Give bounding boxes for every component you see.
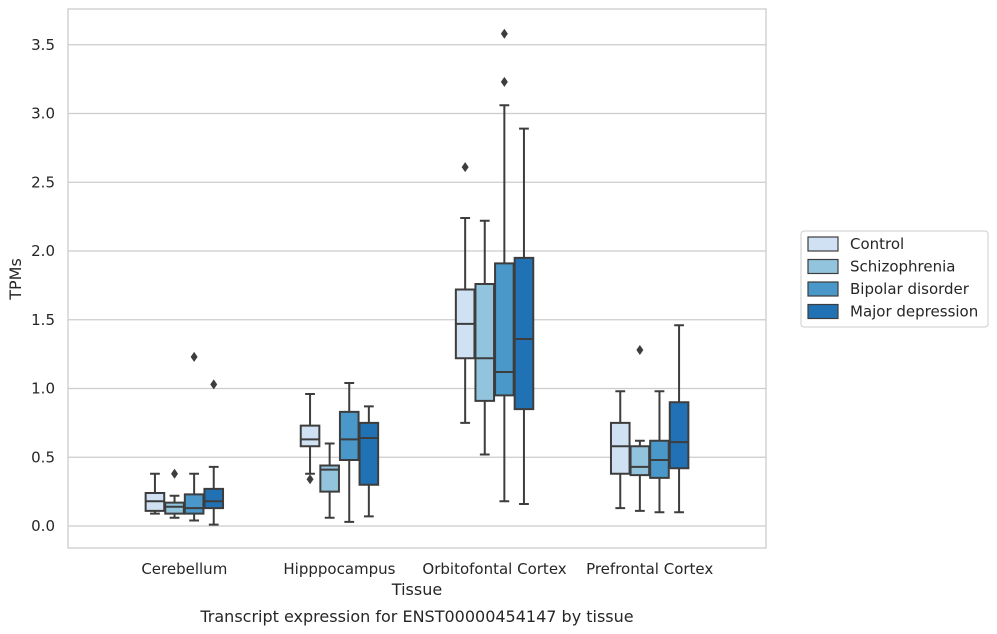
y-tick-labels: 0.0 0.5 1.0 1.5 2.0 2.5 3.0 3.5 <box>31 36 55 535</box>
box <box>513 256 535 411</box>
box <box>494 262 515 397</box>
box <box>609 421 631 475</box>
box-group <box>649 390 670 514</box>
box <box>164 501 185 515</box>
box-group <box>299 393 321 485</box>
plot-frame <box>67 8 767 549</box>
legend-label: Bipolar disorder <box>850 280 970 298</box>
outlier-point <box>500 28 508 39</box>
y-axis-label: TPMs <box>6 258 25 301</box>
y-tick-label: 3.5 <box>31 36 55 54</box>
box-group <box>629 345 651 512</box>
box <box>203 487 225 510</box>
y-tick-label: 1.5 <box>31 311 55 329</box>
box-group <box>164 468 185 519</box>
box <box>299 424 321 448</box>
legend-label: Major depression <box>850 303 978 321</box>
legend-swatch <box>807 236 839 252</box>
y-tick-label: 2.0 <box>31 242 55 260</box>
y-tick-label: 3.0 <box>31 105 55 123</box>
legend-frame <box>800 230 989 328</box>
box <box>319 464 340 493</box>
figure-caption: Transcript expression for ENST0000045414… <box>199 607 633 626</box>
x-tick-label: Orbitofontal Cortex <box>422 560 566 578</box>
box-group <box>358 405 380 518</box>
outlier-point <box>210 379 218 390</box>
y-tick-label: 1.0 <box>31 380 55 398</box>
box <box>474 283 496 402</box>
box-group <box>668 324 690 514</box>
x-tick-label: Hipppocampus <box>283 560 395 578</box>
box-group <box>494 28 515 503</box>
box-group <box>319 442 340 519</box>
outlier-point <box>306 474 314 485</box>
legend-label: Schizophrenia <box>850 258 955 276</box>
y-tick-label: 0.5 <box>31 448 55 466</box>
y-tick-label: 0.0 <box>31 517 55 535</box>
box <box>629 445 651 477</box>
x-tick-labels: Cerebellum Hipppocampus Orbitofontal Corte… <box>141 560 713 578</box>
legend-label: Control <box>850 235 904 253</box>
boxes <box>144 28 690 526</box>
y-tick-label: 2.5 <box>31 173 55 191</box>
outlier-point <box>190 351 198 362</box>
box-group <box>144 472 166 515</box>
legend-swatch <box>807 281 839 297</box>
legend: Control Schizophrenia Bipolar disorder Majo… <box>800 230 989 328</box>
box-group <box>203 379 225 526</box>
box <box>183 493 205 515</box>
legend-swatch <box>807 258 839 275</box>
outlier-point <box>500 76 508 87</box>
x-tick-label: Prefrontal Cortex <box>586 560 713 578</box>
box <box>338 410 360 461</box>
x-axis-label: Tissue <box>391 580 442 599</box>
x-tick-label: Cerebellum <box>141 560 227 578</box>
box <box>668 401 690 470</box>
outlier-point <box>636 345 644 355</box>
box-group <box>474 219 496 456</box>
grid-lines <box>68 44 766 527</box>
box-group <box>454 162 476 424</box>
box-group <box>609 390 631 510</box>
box <box>358 421 380 486</box>
box-group <box>338 382 360 523</box>
box-group <box>513 127 535 505</box>
legend-swatch <box>807 303 839 320</box>
outlier-point <box>461 162 469 173</box>
outlier-point <box>171 468 179 479</box>
box-group <box>183 351 205 522</box>
